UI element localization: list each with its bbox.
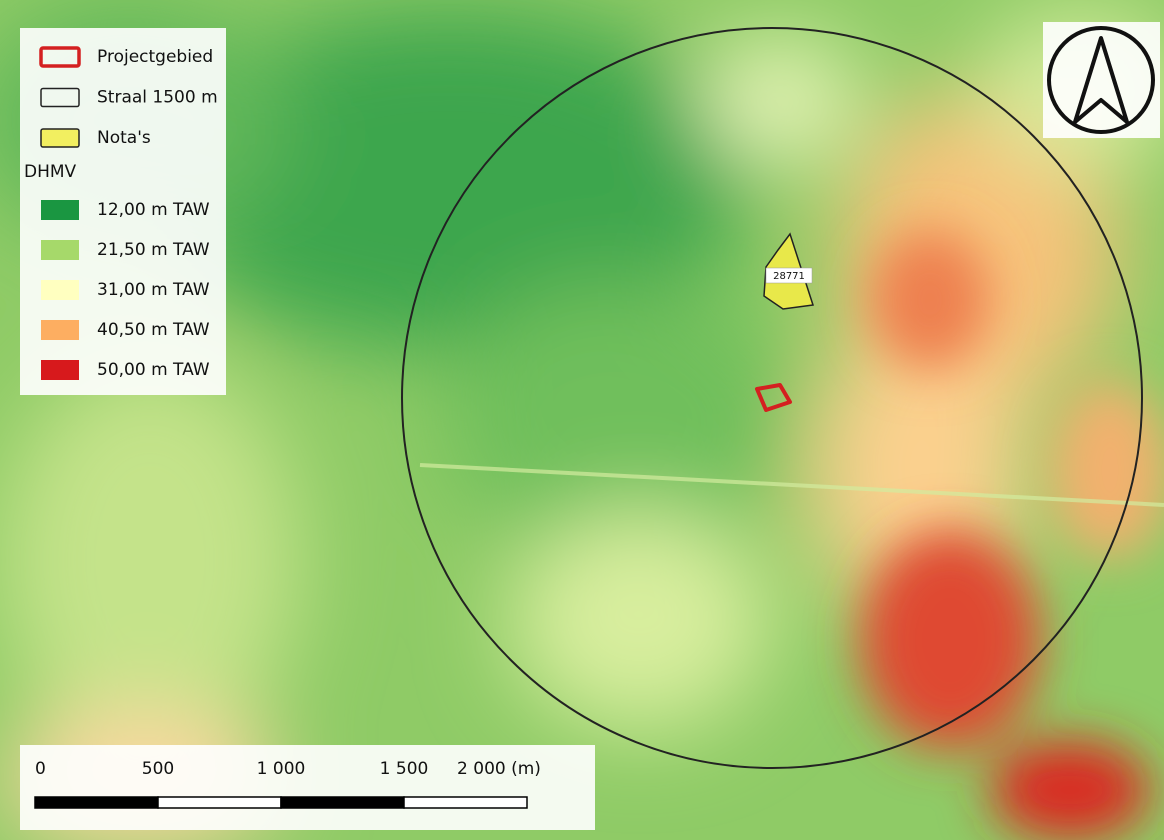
legend-swatch [41, 240, 79, 260]
scale-bar: 0 500 1 000 1 500 2 000 (m) [20, 745, 595, 830]
label-box [765, 267, 813, 284]
scale-segment [157, 796, 282, 809]
legend-label: Projectgebied [97, 47, 213, 67]
scale-segment [280, 796, 405, 809]
legend-label: 12,00 m TAW [97, 200, 210, 220]
legend-swatch [40, 87, 80, 108]
scale-box [20, 745, 595, 830]
legend-swatch [39, 46, 81, 68]
scale-label: 0 [35, 759, 46, 779]
north-arrow [1043, 22, 1160, 138]
legend-swatch [41, 280, 79, 300]
legend-label: 40,50 m TAW [97, 320, 210, 340]
scale-label: 500 [142, 759, 174, 779]
scale-label: 1 000 [257, 759, 306, 779]
legend-heading: DHMV [24, 162, 77, 182]
project-area [755, 383, 792, 412]
legend-label: Nota's [97, 128, 151, 148]
legend-label: 50,00 m TAW [97, 360, 210, 380]
legend-swatch [41, 360, 79, 380]
legend-label: 31,00 m TAW [97, 280, 210, 300]
feature-label: 28771 [773, 271, 805, 282]
legend: Projectgebied Straal 1500 m Nota's DHMV 12,0… [20, 28, 226, 395]
scale-label: 1 500 [380, 759, 429, 779]
scale-segment [403, 796, 528, 809]
legend-swatch [40, 128, 80, 148]
scale-label: 2 000 (m) [457, 759, 541, 779]
legend-swatch [41, 200, 79, 220]
legend-label: Straal 1500 m [97, 88, 218, 108]
north-circle [1047, 26, 1155, 134]
north-symbol [1073, 36, 1129, 124]
scale-segment [34, 796, 159, 809]
legend-swatch [41, 320, 79, 340]
buffer-circle [401, 27, 1143, 769]
legend-label: 21,50 m TAW [97, 240, 210, 260]
